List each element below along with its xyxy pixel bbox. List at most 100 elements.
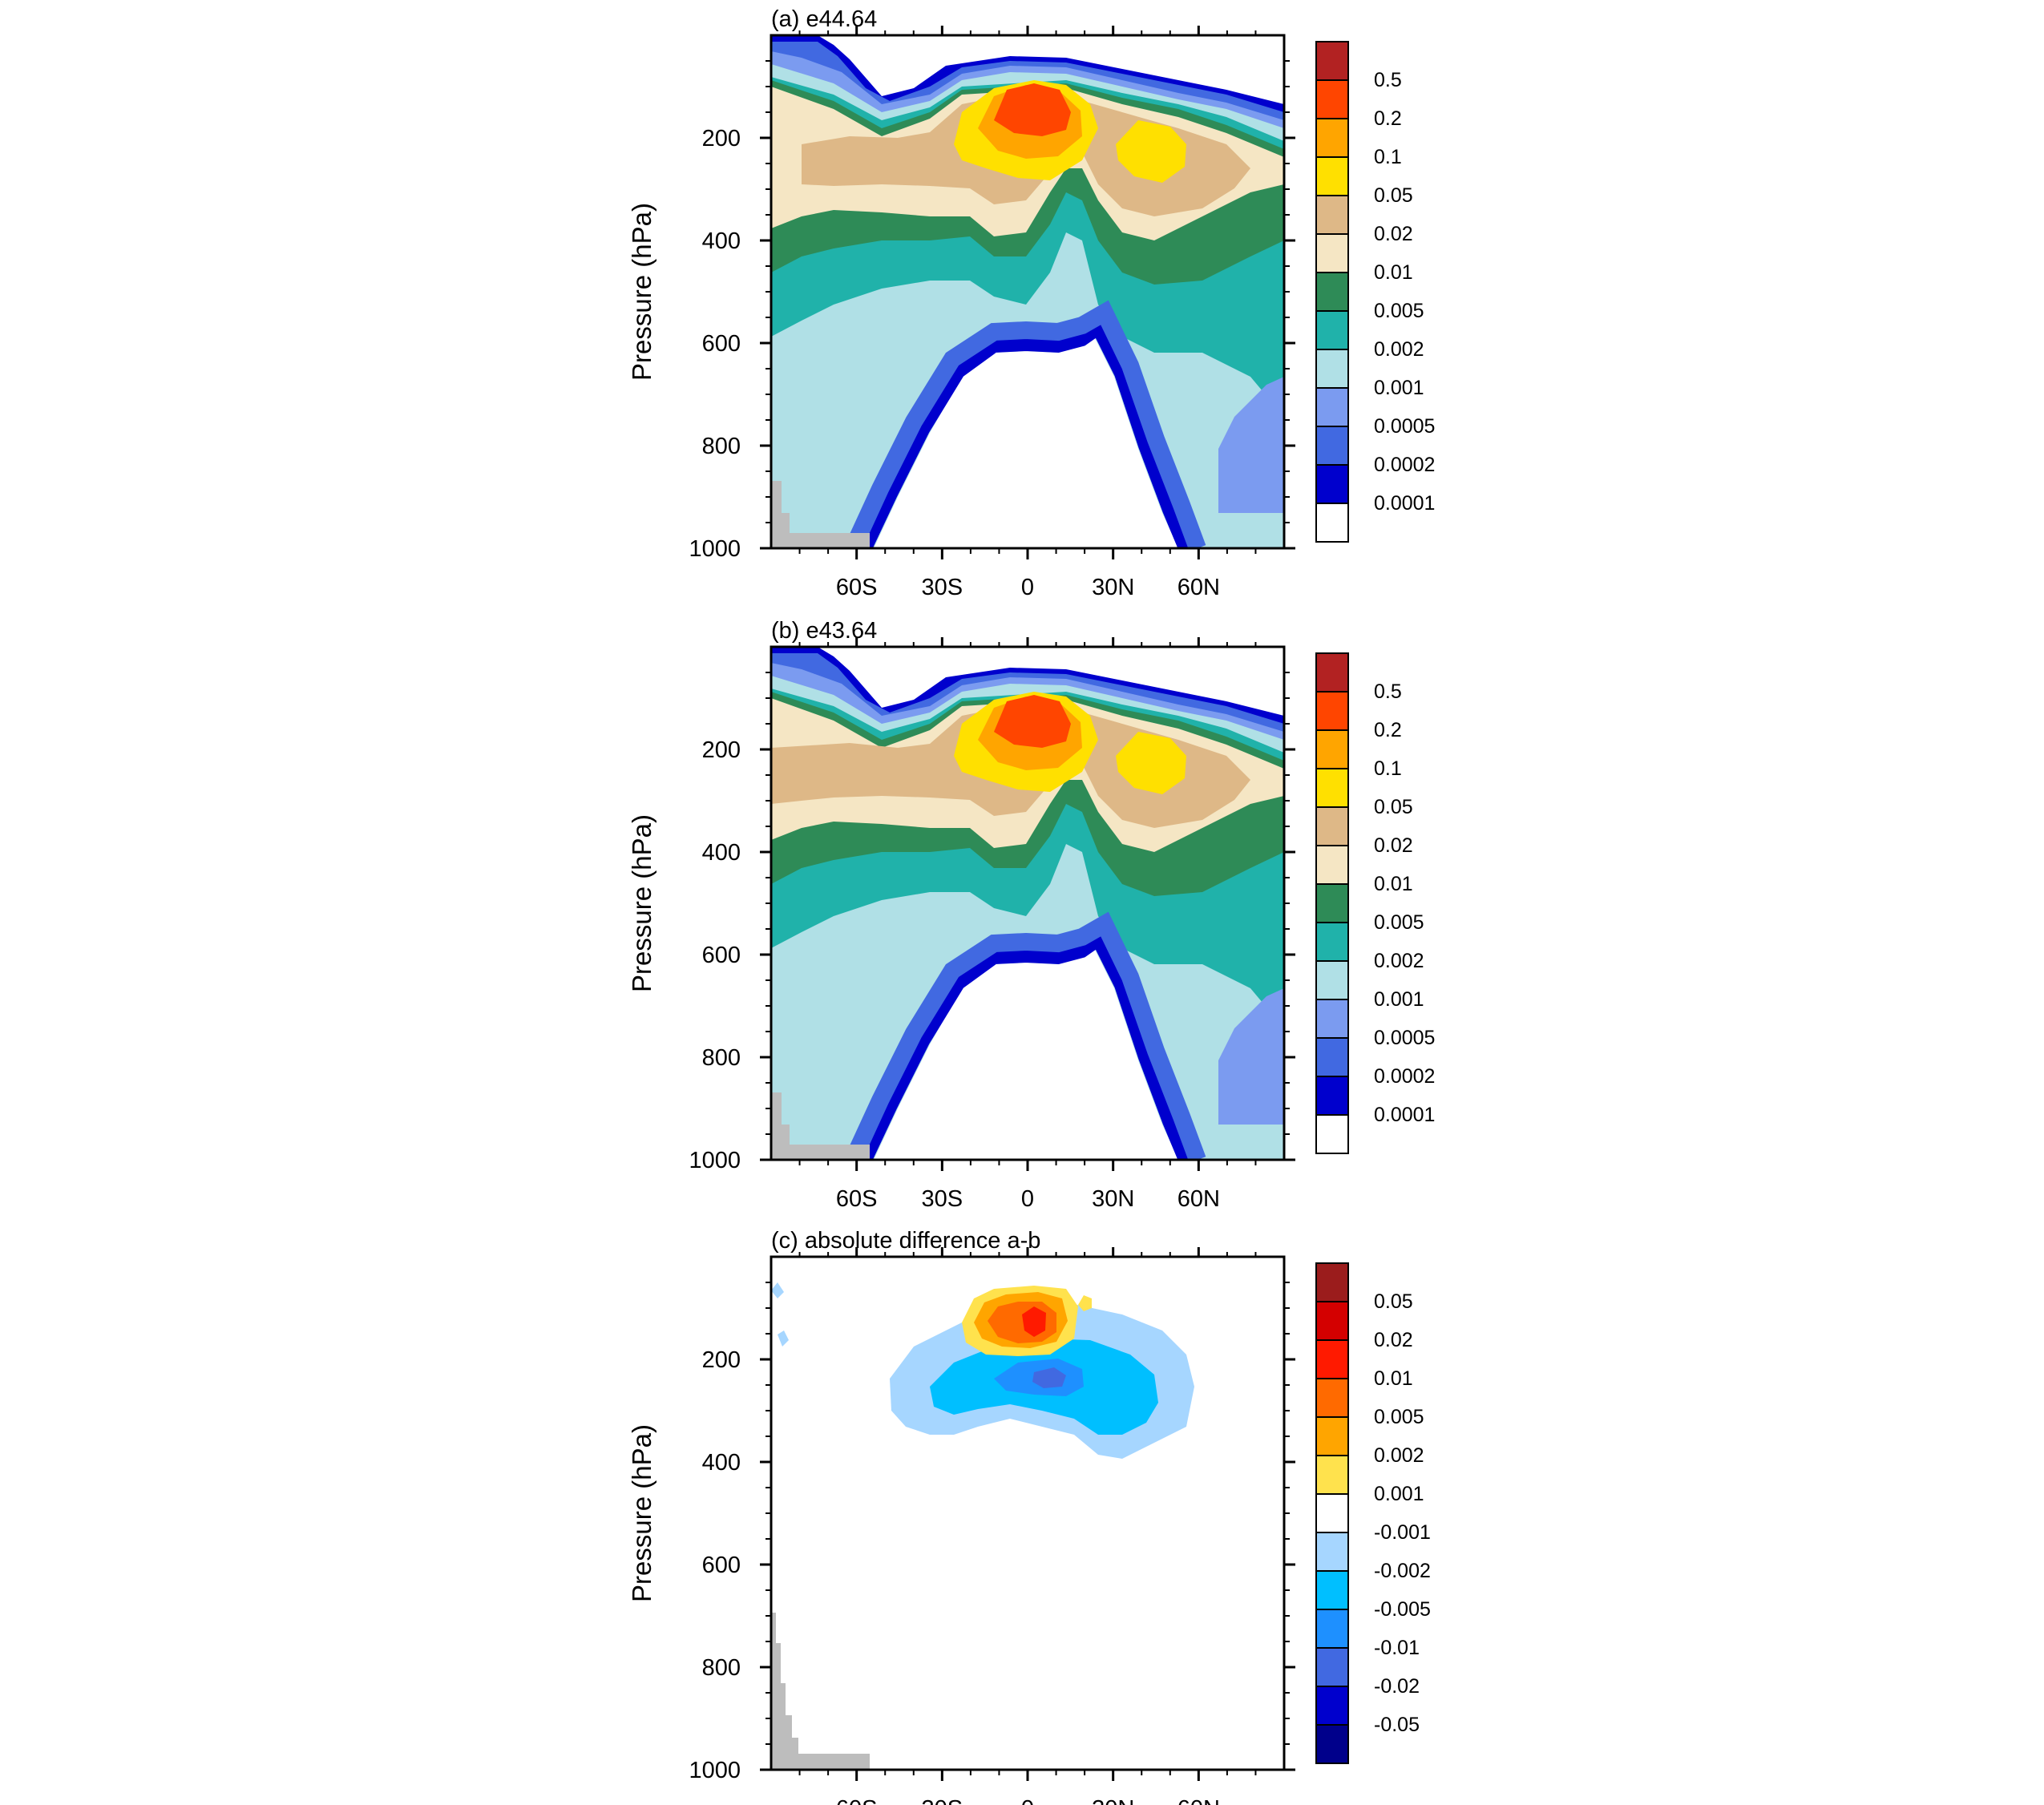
panel-b-title: (b) e43.64 — [771, 618, 877, 644]
ytick-label: 400 — [702, 840, 741, 866]
contour-neg-small-2 — [778, 1331, 789, 1347]
panel-b-contours — [771, 647, 1284, 1160]
colorbar-swatch — [1315, 272, 1349, 312]
colorbar-swatch — [1315, 845, 1349, 885]
colorbar-swatch — [1315, 1686, 1349, 1726]
colorbar-swatch — [1315, 503, 1349, 543]
colorbar-swatch — [1315, 1378, 1349, 1418]
colorbar-label: 0.01 — [1374, 1367, 1413, 1390]
colorbar-swatch — [1315, 1455, 1349, 1495]
colorbar-label: 0.002 — [1374, 950, 1424, 972]
panel-a-title: (a) e44.64 — [771, 6, 877, 32]
colorbar-label: -0.01 — [1374, 1637, 1420, 1659]
missing-data — [771, 1613, 870, 1770]
colorbar-swatch — [1315, 1570, 1349, 1610]
ytick-label: 600 — [702, 331, 741, 357]
colorbar-label: 0.1 — [1374, 146, 1402, 168]
colorbar-swatch — [1315, 729, 1349, 769]
xtick-label: 60S — [836, 1796, 878, 1805]
xtick-label: 60N — [1178, 1796, 1220, 1805]
colorbar-swatch — [1315, 999, 1349, 1039]
colorbar-swatch — [1315, 1532, 1349, 1572]
colorbar-swatch — [1315, 233, 1349, 273]
colorbar-swatch — [1315, 883, 1349, 923]
colorbar-label: 0.0005 — [1374, 1027, 1435, 1049]
colorbar-swatch — [1315, 1493, 1349, 1533]
xtick-label: 30S — [922, 1186, 963, 1212]
colorbar-label: 0.001 — [1374, 377, 1424, 399]
panel-b: (b) e43.64 — [627, 618, 1435, 1212]
panel-a-colorbar: 0.5 0.2 0.1 0.05 0.02 0.01 0.005 0.002 0.001 0.00… — [1315, 41, 1435, 543]
xtick-label: 30N — [1092, 575, 1134, 600]
colorbar-label: 0.0005 — [1374, 415, 1435, 438]
colorbar-frame — [1315, 41, 1349, 543]
colorbar-swatch — [1315, 691, 1349, 731]
missing-data — [771, 1092, 870, 1160]
ytick-label: 800 — [702, 434, 741, 459]
xtick-label: 60N — [1178, 575, 1220, 600]
colorbar-swatch — [1315, 1114, 1349, 1154]
contour-0.001-patch — [1218, 377, 1284, 513]
ytick-label: 200 — [702, 126, 741, 151]
contour-pos-0.01 — [1022, 1306, 1046, 1337]
xtick-label: 30N — [1092, 1796, 1134, 1805]
colorbar-swatch — [1315, 118, 1349, 158]
colorbar-label: 0.001 — [1374, 1483, 1424, 1505]
colorbar-label: 0.002 — [1374, 1444, 1424, 1467]
colorbar-label: -0.02 — [1374, 1675, 1420, 1698]
panel-a: (a) e44.64 — [627, 6, 1435, 600]
colorbar-frame — [1315, 1262, 1349, 1764]
ytick-label: 400 — [702, 1450, 741, 1476]
colorbar-swatch — [1315, 349, 1349, 389]
colorbar-swatch — [1315, 426, 1349, 466]
colorbar-label: 0.02 — [1374, 223, 1413, 245]
colorbar-swatch — [1315, 79, 1349, 119]
colorbar-label: -0.05 — [1374, 1714, 1420, 1736]
xtick-label: 0 — [1021, 1186, 1034, 1212]
panel-a-axes: 60S 30S 0 30N 60N 200 400 600 800 1000 — [689, 26, 1295, 600]
colorbar-swatch — [1315, 1076, 1349, 1116]
colorbar-label: 0.0002 — [1374, 1065, 1435, 1088]
panel-b-colorbar: 0.5 0.2 0.1 0.05 0.02 0.01 0.005 0.002 0.001 0.00… — [1315, 652, 1435, 1154]
ytick-label: 1000 — [689, 1148, 741, 1173]
ytick-label: 1000 — [689, 536, 741, 562]
ytick-label: 1000 — [689, 1758, 741, 1783]
colorbar-label: 0.05 — [1374, 796, 1413, 818]
panel-b-axes: 60S 30S 0 30N 60N 200 400 600 800 1000 — [689, 637, 1295, 1212]
colorbar-swatch — [1315, 1609, 1349, 1649]
colorbar-label: 0.01 — [1374, 261, 1413, 284]
colorbar-swatch — [1315, 464, 1349, 504]
colorbar-swatch — [1315, 1724, 1349, 1764]
panel-c-title: (c) absolute difference a-b — [771, 1228, 1040, 1254]
colorbar-label: 0.005 — [1374, 1406, 1424, 1428]
colorbar-swatch — [1315, 1339, 1349, 1379]
colorbar-label: 0.0001 — [1374, 492, 1435, 515]
colorbar-label: 0.02 — [1374, 834, 1413, 857]
xtick-label: 60S — [836, 1186, 878, 1212]
colorbar-label: 0.2 — [1374, 107, 1402, 130]
colorbar-label: 0.5 — [1374, 69, 1402, 91]
contour-min-region — [874, 948, 1178, 1160]
contour-0.5 — [994, 83, 1071, 136]
colorbar-label: 0.001 — [1374, 988, 1424, 1011]
colorbar-label: 0.0002 — [1374, 454, 1435, 476]
contour-min-edge — [859, 319, 1191, 548]
colorbar-label: 0.005 — [1374, 300, 1424, 322]
panel-c-ylabel: Pressure (hPa) — [627, 1424, 656, 1602]
colorbar-swatch — [1315, 806, 1349, 846]
colorbar-label: 0.02 — [1374, 1329, 1413, 1351]
colorbar-label: 0.1 — [1374, 757, 1402, 780]
colorbar-label: 0.01 — [1374, 873, 1413, 895]
colorbar-label: 0.0001 — [1374, 1104, 1435, 1126]
xtick-label: 30S — [922, 575, 963, 600]
colorbar-label: -0.001 — [1374, 1521, 1431, 1544]
contour-neg-0.01 — [1032, 1367, 1066, 1388]
colorbar-label: -0.005 — [1374, 1598, 1431, 1621]
colorbar-swatch — [1315, 652, 1349, 693]
ytick-label: 600 — [702, 1553, 741, 1578]
panel-c-axes: 60S 30S 0 30N 60N 200 400 600 800 1000 — [689, 1247, 1295, 1805]
colorbar-swatch — [1315, 195, 1349, 235]
colorbar-label: 0.002 — [1374, 338, 1424, 361]
panel-b-ylabel: Pressure (hPa) — [627, 814, 656, 992]
xtick-label: 0 — [1021, 575, 1034, 600]
